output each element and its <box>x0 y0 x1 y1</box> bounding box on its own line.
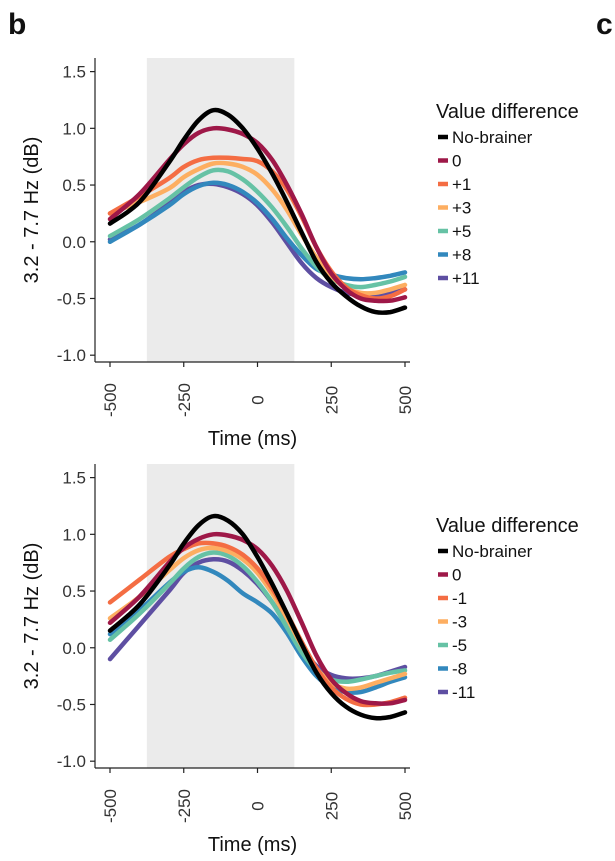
y-tick-label: -1.0 <box>57 346 86 365</box>
y-tick-label: -1.0 <box>57 752 86 771</box>
x-tick-label: 500 <box>396 386 415 414</box>
y-tick-label: 1.5 <box>62 469 86 488</box>
x-tick-label: -250 <box>175 383 194 417</box>
shaded-interval <box>146 464 295 768</box>
legend-title: Value difference <box>436 515 579 537</box>
chart-panel-1: -1.0 -0.5 0.0 0.5 1.0 1.5 -500 -250 0 250 500 Time … <box>21 58 579 450</box>
y-tick-label: 1.0 <box>62 119 86 138</box>
y-axis-title: 3.2 - 7.7 Hz (dB) <box>21 137 43 284</box>
series-line--5 <box>107 550 408 685</box>
x-tick-label: 0 <box>249 395 268 404</box>
legend-entry-label: +1 <box>452 175 471 194</box>
legend-entry-label: +8 <box>452 246 471 265</box>
x-tick-label: -500 <box>101 383 120 417</box>
chart-panel-2: -1.0 -0.5 0.0 0.5 1.0 1.5 -500 -250 0 250 500 Time … <box>21 464 579 856</box>
x-axis-title: Time (ms) <box>208 428 297 450</box>
x-tick-label: 250 <box>322 386 341 414</box>
y-tick-label: 0.0 <box>62 639 86 658</box>
series-line--8 <box>107 564 408 695</box>
legend-entry-label: +11 <box>452 269 480 288</box>
legend-entry-label: No-brainer <box>452 542 533 561</box>
legend-entry-label: -5 <box>452 636 467 655</box>
legend-entry-label: -3 <box>452 613 467 632</box>
x-axis-title: Time (ms) <box>208 834 297 856</box>
legend-entry-label: -11 <box>452 683 475 702</box>
y-tick-label: -0.5 <box>57 695 86 714</box>
y-tick-label: 0.5 <box>62 176 86 195</box>
y-tick-label: 1.0 <box>62 525 86 544</box>
legend-entry-label: +3 <box>452 199 471 218</box>
series-line-No-brainer <box>107 513 408 721</box>
legend-entry-label: +5 <box>452 222 471 241</box>
y-tick-label: 1.5 <box>62 63 86 82</box>
legend-entry-label: -1 <box>452 589 467 608</box>
y-tick-label: 0.0 <box>62 233 86 252</box>
series-line-No-brainer <box>107 107 408 315</box>
legend-entry-label: 0 <box>452 566 461 585</box>
series-line--3 <box>107 545 408 692</box>
legend-entry-label: 0 <box>452 152 461 171</box>
x-tick-label: 250 <box>322 792 341 820</box>
x-tick-label: -500 <box>101 789 120 823</box>
x-tick-label: 0 <box>249 801 268 810</box>
series-line-0 <box>107 125 408 304</box>
panel-label-b: b <box>8 8 27 41</box>
legend: Value difference No-brainer 0 +1 +3 +5 +8 +11 <box>436 101 579 288</box>
y-tick-label: 0.5 <box>62 582 86 601</box>
legend: Value difference No-brainer 0 -1 -3 -5 -8 -11 <box>436 515 579 702</box>
series-line-+8 <box>107 180 408 282</box>
x-tick-label: -250 <box>175 789 194 823</box>
legend-entry-label: -8 <box>452 660 467 679</box>
y-axis-title: 3.2 - 7.7 Hz (dB) <box>21 543 43 690</box>
y-tick-label: -0.5 <box>57 289 86 308</box>
series-line-+5 <box>107 167 408 290</box>
legend-entry-label: No-brainer <box>452 128 533 147</box>
legend-title: Value difference <box>436 101 579 123</box>
x-tick-label: 500 <box>396 792 415 820</box>
panel-label-c: c <box>596 8 613 41</box>
series-line-0 <box>107 531 408 706</box>
shaded-interval <box>146 58 295 362</box>
